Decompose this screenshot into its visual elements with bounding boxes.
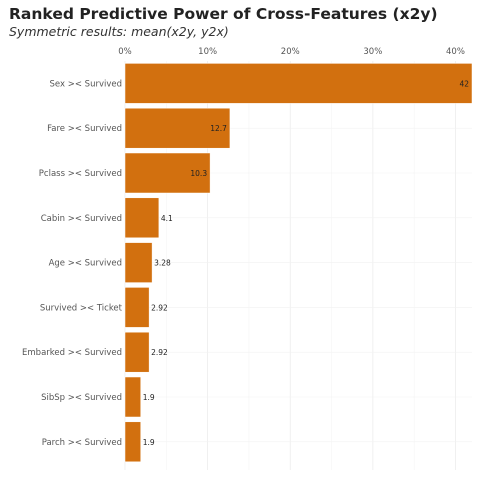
x-tick-label: 10% bbox=[198, 47, 217, 57]
category-label: Parch >< Survived bbox=[42, 438, 122, 448]
data-label: 3.28 bbox=[154, 259, 171, 268]
data-label: 2.92 bbox=[151, 348, 168, 357]
bar bbox=[124, 197, 160, 239]
x-axis-ticks: 0% 10% 20% 30% 40% bbox=[118, 47, 465, 57]
category-label: Embarked >< Survived bbox=[22, 348, 122, 358]
bar bbox=[124, 421, 141, 463]
bar bbox=[124, 331, 150, 373]
data-labels: 42 12.7 10.3 4.1 3.28 2.92 2.92 1.9 1.9 bbox=[143, 79, 470, 446]
bar bbox=[124, 63, 473, 104]
bar bbox=[124, 287, 150, 328]
data-label: 12.7 bbox=[210, 124, 227, 133]
bars bbox=[124, 63, 473, 463]
data-label: 10.3 bbox=[190, 169, 207, 178]
category-label: Pclass >< Survived bbox=[39, 169, 122, 179]
bar bbox=[124, 107, 231, 149]
bar bbox=[124, 152, 211, 194]
x-tick-label: 30% bbox=[363, 47, 382, 57]
chart-subtitle: Symmetric results: mean(x2y, y2x) bbox=[9, 24, 229, 39]
bar bbox=[124, 376, 141, 418]
category-label: Fare >< Survived bbox=[47, 124, 122, 134]
data-label: 4.1 bbox=[161, 214, 173, 223]
bar bbox=[124, 242, 153, 283]
x-tick-label: 40% bbox=[446, 47, 465, 57]
chart-title: Ranked Predictive Power of Cross-Feature… bbox=[9, 5, 438, 23]
x-tick-label: 0% bbox=[118, 47, 132, 57]
category-labels: Sex >< Survived Fare >< Survived Pclass ><… bbox=[22, 79, 123, 447]
data-label: 1.9 bbox=[143, 438, 155, 447]
data-label: 2.92 bbox=[151, 303, 168, 312]
data-label: 1.9 bbox=[143, 393, 155, 402]
category-label: Age >< Survived bbox=[49, 259, 122, 269]
x-tick-label: 20% bbox=[281, 47, 300, 57]
data-label: 42 bbox=[459, 79, 469, 88]
category-label: Sex >< Survived bbox=[50, 79, 122, 89]
category-label: Survived >< Ticket bbox=[40, 303, 123, 313]
category-label: Cabin >< Survived bbox=[41, 214, 122, 224]
category-label: SibSp >< Survived bbox=[41, 393, 122, 403]
